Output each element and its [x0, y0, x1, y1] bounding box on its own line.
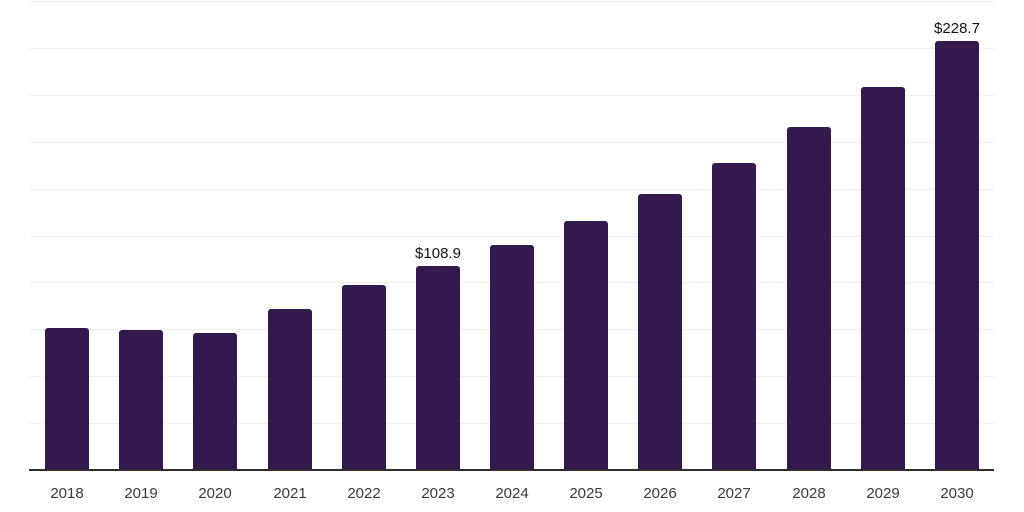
- bar: [119, 330, 163, 470]
- bar: [861, 87, 905, 470]
- x-axis-label: 2021: [273, 485, 307, 502]
- gridline: [30, 236, 994, 237]
- x-axis-label: 2018: [50, 485, 84, 502]
- bar-value-label: $228.7: [934, 20, 980, 37]
- bar: [564, 221, 608, 470]
- x-axis-label: 2025: [569, 485, 603, 502]
- gridline: [30, 48, 994, 49]
- bar: [416, 266, 460, 470]
- bar: [712, 163, 756, 470]
- bar: [45, 328, 89, 470]
- x-axis-label: 2020: [198, 485, 232, 502]
- x-axis-label: 2030: [940, 485, 974, 502]
- gridline: [30, 189, 994, 190]
- bar: [342, 285, 386, 470]
- bar: [268, 309, 312, 470]
- gridline: [30, 1, 994, 2]
- x-axis-label: 2019: [124, 485, 158, 502]
- bar: [193, 333, 237, 470]
- x-axis-line: [29, 469, 994, 471]
- x-axis-label: 2023: [421, 485, 455, 502]
- gridline: [30, 142, 994, 143]
- bar-value-label: $108.9: [415, 245, 461, 262]
- x-axis-label: 2027: [717, 485, 751, 502]
- bar: [935, 41, 979, 470]
- gridline: [30, 95, 994, 96]
- bar: [787, 127, 831, 470]
- bar: [490, 245, 534, 470]
- x-axis-label: 2022: [347, 485, 381, 502]
- x-axis-label: 2028: [792, 485, 826, 502]
- x-axis-label: 2026: [643, 485, 677, 502]
- x-axis-label: 2024: [495, 485, 529, 502]
- x-axis-label: 2029: [866, 485, 900, 502]
- bar: [638, 194, 682, 470]
